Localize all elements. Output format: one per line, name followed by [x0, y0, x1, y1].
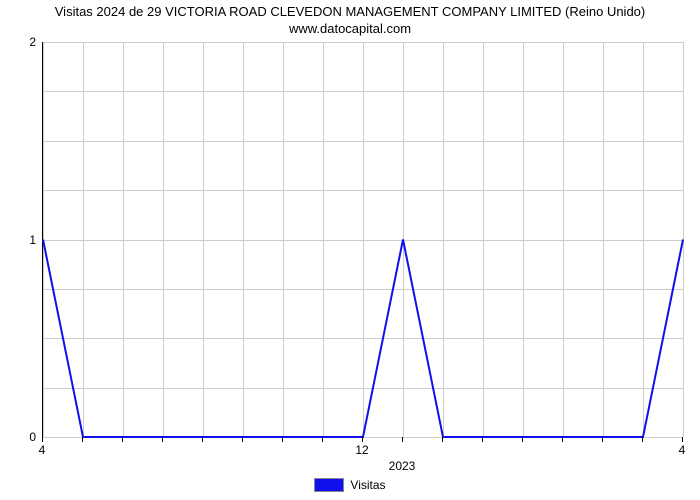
legend-swatch [314, 478, 344, 492]
x-sublabel: 2023 [389, 459, 416, 473]
y-tick-label: 2 [20, 35, 36, 49]
y-tick-label: 1 [20, 233, 36, 247]
series-line [43, 42, 683, 437]
x-tick-mark [82, 437, 83, 442]
x-tick-mark [562, 437, 563, 442]
x-tick-mark [202, 437, 203, 442]
x-tick-mark [42, 437, 43, 442]
legend-label: Visitas [350, 478, 385, 492]
x-tick-mark [522, 437, 523, 442]
x-tick-mark [402, 437, 403, 442]
x-tick-label: 4 [39, 443, 46, 457]
x-tick-mark [482, 437, 483, 442]
x-tick-mark [442, 437, 443, 442]
x-tick-mark [602, 437, 603, 442]
plot-area [42, 42, 683, 438]
chart-title: Visitas 2024 de 29 VICTORIA ROAD CLEVEDO… [0, 4, 700, 38]
y-tick-label: 0 [20, 430, 36, 444]
x-tick-label: 12 [355, 443, 368, 457]
x-tick-mark [282, 437, 283, 442]
x-tick-mark [322, 437, 323, 442]
x-tick-mark [122, 437, 123, 442]
grid-vertical [683, 42, 684, 437]
x-tick-mark [162, 437, 163, 442]
x-tick-mark [242, 437, 243, 442]
legend: Visitas [0, 477, 700, 492]
x-tick-label: 4 [679, 443, 686, 457]
x-tick-mark [682, 437, 683, 442]
x-tick-mark [362, 437, 363, 442]
x-tick-mark [642, 437, 643, 442]
